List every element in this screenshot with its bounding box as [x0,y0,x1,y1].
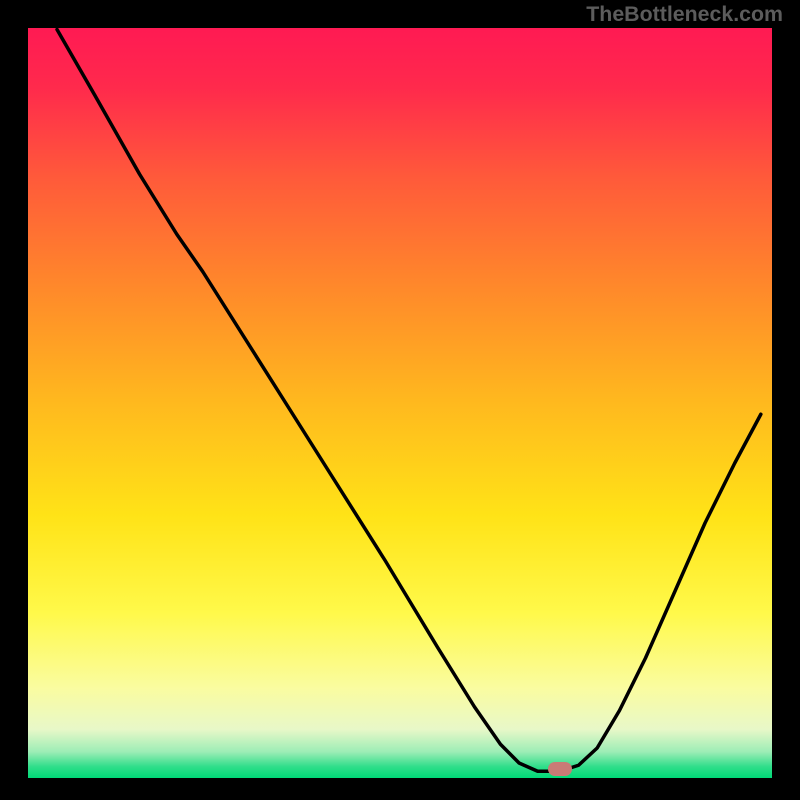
minimum-marker [548,762,572,776]
chart-container: TheBottleneck.com [0,0,800,800]
frame-left [0,0,28,800]
watermark-text: TheBottleneck.com [586,2,783,27]
bottleneck-curve [28,28,772,778]
frame-bottom [0,778,800,800]
frame-right [772,0,800,800]
plot-area [28,28,772,778]
